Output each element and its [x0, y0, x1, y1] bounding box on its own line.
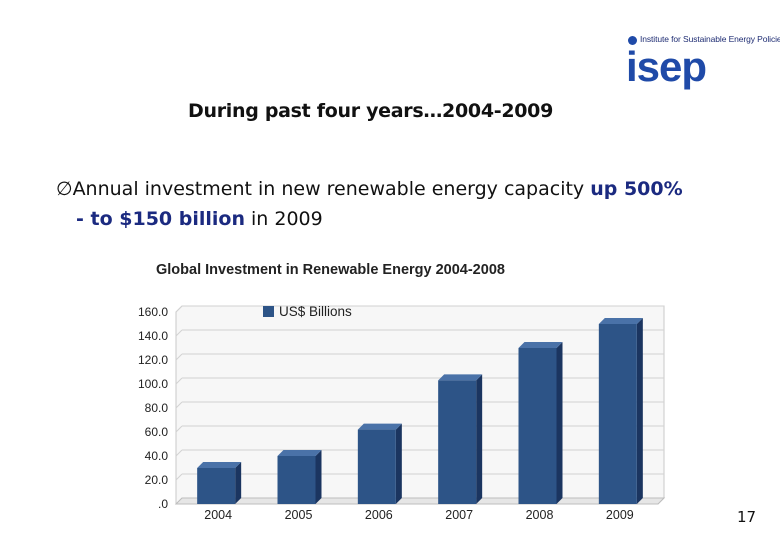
x-tick-label: 2008 [526, 508, 554, 522]
y-tick-label: 40.0 [145, 449, 169, 463]
investment-chart: Global Investment in Renewable Energy 20… [138, 262, 666, 522]
bar-side [315, 450, 322, 504]
logo-wordmark: isep [626, 43, 707, 90]
x-tick-label: 2007 [445, 508, 473, 522]
logo-tagline: Institute for Sustainable Energy Policie… [640, 34, 780, 44]
y-tick-label: .0 [158, 497, 168, 511]
bar [438, 380, 477, 504]
chart-title: Global Investment in Renewable Energy 20… [156, 262, 505, 278]
gridline-side [175, 425, 183, 433]
y-tick-label: 60.0 [145, 425, 169, 439]
bullet-highlight-1: up 500% [590, 178, 683, 200]
y-tick-label: 80.0 [145, 401, 169, 415]
gridline-side [175, 377, 183, 385]
gridline-side [175, 329, 183, 337]
gridline-side [175, 473, 183, 481]
bullet-highlight-2: - to $150 billion [76, 208, 245, 230]
bar-side [476, 374, 483, 504]
page-number: 17 [737, 508, 757, 526]
y-tick-label: 120.0 [138, 353, 168, 367]
legend-swatch [263, 306, 274, 317]
bar-top [357, 423, 402, 430]
bar [357, 429, 396, 504]
y-tick-label: 140.0 [138, 329, 168, 343]
logo-dot-icon [628, 36, 637, 45]
x-tick-label: 2006 [365, 508, 393, 522]
bar-top [518, 342, 563, 348]
bar-side [235, 462, 242, 504]
bar [598, 324, 637, 504]
slide-title: During past four years…2004-2009 [188, 100, 554, 122]
gridline-side [175, 449, 183, 457]
bar-top [598, 318, 643, 324]
y-tick-label: 100.0 [138, 377, 168, 391]
bar-side [636, 318, 643, 504]
bullet-point: ∅Annual investment in new renewable ener… [56, 174, 756, 234]
bullet-text-2: in 2009 [244, 208, 323, 230]
bar-side [395, 423, 402, 504]
x-tick-label: 2009 [606, 508, 634, 522]
bar [518, 348, 557, 504]
bar-top [197, 462, 242, 468]
bar-top [438, 374, 483, 381]
y-tick-label: 20.0 [145, 473, 169, 487]
y-tick-label: 160.0 [138, 305, 168, 319]
plot-floor [174, 497, 666, 505]
isep-logo: Institute for Sustainable Energy Policie… [624, 32, 780, 90]
bar [197, 468, 236, 504]
bar-side [556, 342, 563, 504]
gridline-side [175, 401, 183, 409]
bar [277, 456, 316, 504]
bar-top [277, 450, 322, 456]
bullet-line-2: - to $150 billion in 2009 [56, 204, 756, 234]
bullet-text-1: Annual investment in new renewable energ… [72, 178, 591, 200]
gridline-side [175, 353, 183, 361]
x-tick-label: 2004 [204, 508, 232, 522]
bullet-mark: ∅ [56, 178, 73, 200]
gridline-side [175, 305, 183, 313]
x-tick-label: 2005 [285, 508, 313, 522]
legend-label: US$ Billions [279, 304, 352, 319]
